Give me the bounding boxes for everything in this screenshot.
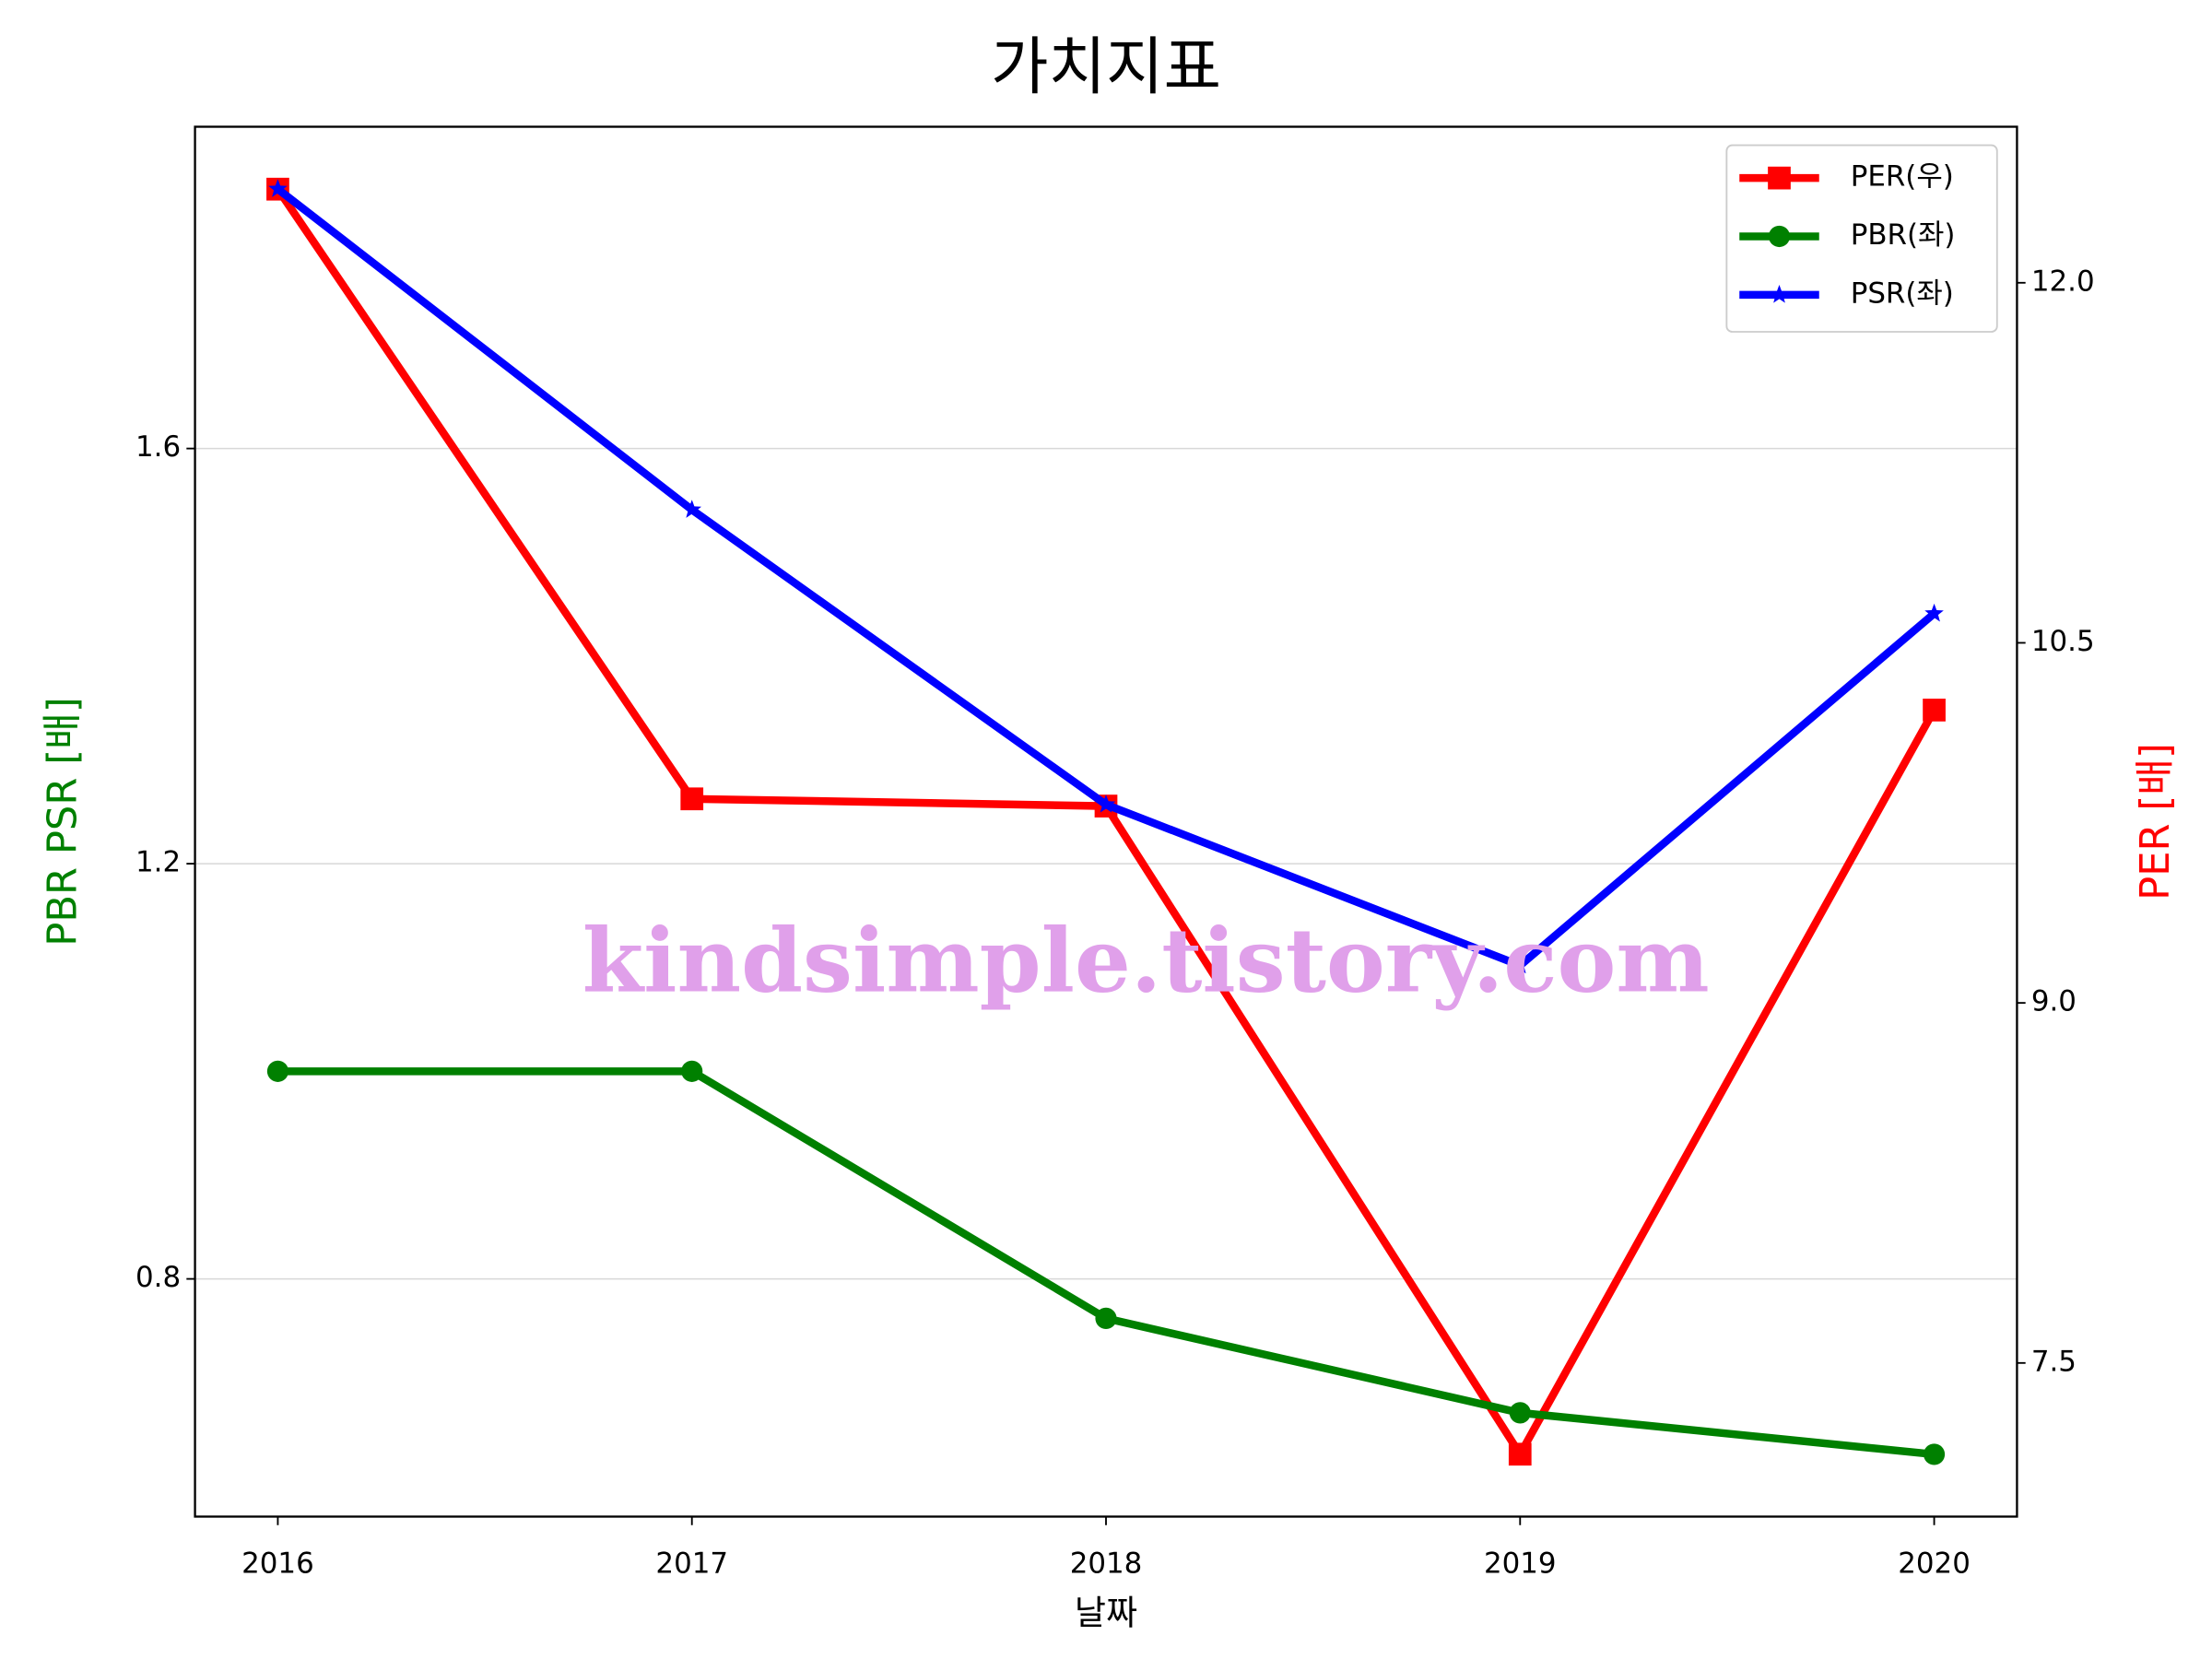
- legend-label: PER(우): [1851, 160, 1954, 194]
- y2-tick-label: 10.5: [2031, 625, 2095, 658]
- marker: [681, 1060, 703, 1082]
- marker: [1508, 1442, 1532, 1466]
- marker: [1923, 699, 1946, 722]
- y-tick-label: 1.2: [135, 846, 181, 879]
- marker: [1510, 955, 1530, 974]
- legend-label: PSR(좌): [1851, 276, 1954, 310]
- marker: [1509, 1402, 1531, 1424]
- y2-axis-label: PER [배]: [2133, 743, 2179, 900]
- series-line: [275, 185, 1937, 971]
- marker: [1770, 285, 1789, 303]
- marker: [266, 1060, 289, 1082]
- y2-tick-label: 7.5: [2031, 1345, 2077, 1378]
- y2-tick-label: 12.0: [2031, 265, 2095, 298]
- x-tick-label: 2019: [1484, 1547, 1557, 1581]
- x-axis-label: 날짜: [1075, 1594, 1137, 1633]
- watermark: kindsimple.tistory.com: [582, 908, 1710, 1012]
- marker: [1095, 1307, 1117, 1329]
- legend-label: PBR(좌): [1851, 218, 1956, 252]
- marker: [1768, 166, 1791, 190]
- y-tick-label: 1.6: [135, 430, 181, 464]
- marker: [268, 179, 288, 197]
- y-axis-label: PBR PSR [배]: [41, 697, 87, 946]
- x-tick-label: 2018: [1070, 1547, 1143, 1581]
- marker: [1768, 225, 1791, 248]
- plot-frame: [194, 125, 2018, 1518]
- legend-box: [1725, 144, 1998, 333]
- marker: [1096, 794, 1116, 813]
- marker: [680, 787, 704, 811]
- marker: [1924, 603, 1944, 622]
- x-tick-label: 2020: [1898, 1547, 1971, 1581]
- y2-tick-label: 9.0: [2031, 985, 2077, 1018]
- chart-title: 가치지표: [991, 31, 1221, 104]
- y-tick-label: 0.8: [135, 1261, 181, 1294]
- x-tick-label: 2017: [655, 1547, 728, 1581]
- x-tick-label: 2016: [241, 1547, 314, 1581]
- marker: [1923, 1443, 1946, 1465]
- series-line: [277, 1067, 1935, 1459]
- marker: [682, 500, 702, 518]
